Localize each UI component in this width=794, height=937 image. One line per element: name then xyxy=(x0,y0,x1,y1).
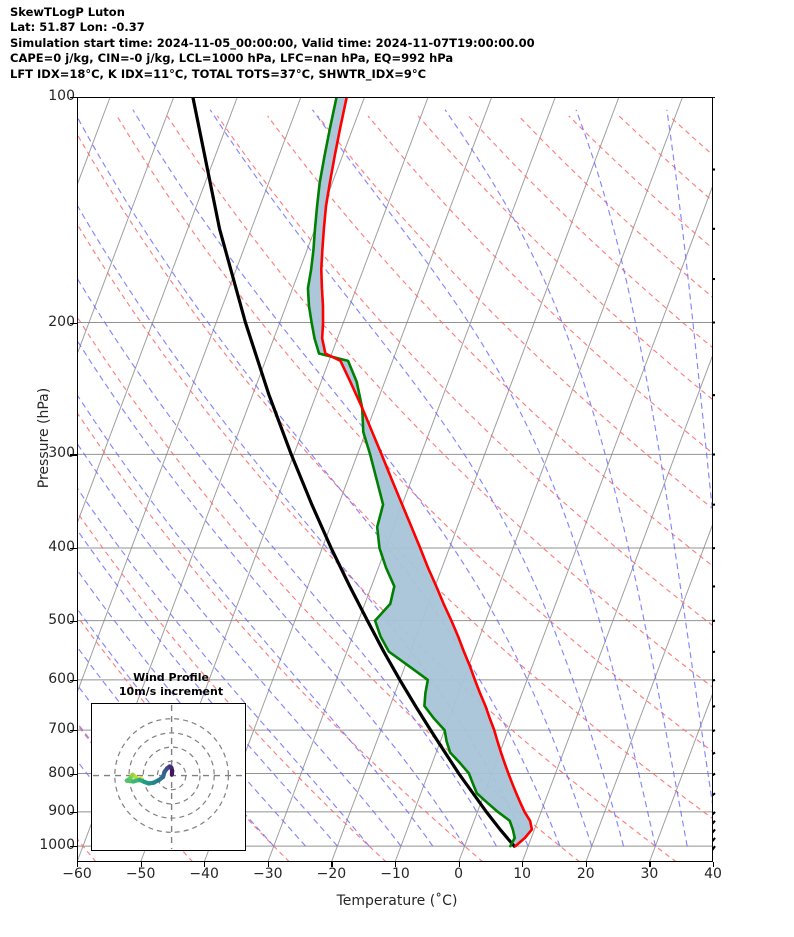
y-axis-tick: 500 xyxy=(48,611,75,628)
header-location: Lat: 51.87 Lon: -0.37 xyxy=(10,20,145,35)
y-axis-tick: 600 xyxy=(48,670,75,687)
y-axis-tick: 400 xyxy=(48,539,75,556)
x-axis-label: Temperature (˚C) xyxy=(336,893,458,909)
x-axis-tick: −20 xyxy=(316,866,347,882)
wind-barb xyxy=(713,678,716,682)
x-axis-tickmark xyxy=(204,862,206,867)
y-axis-tickmark xyxy=(70,773,77,775)
wind-barb xyxy=(713,503,716,506)
x-axis-tick: −30 xyxy=(253,866,283,882)
y-axis-tickmark xyxy=(70,322,77,324)
x-axis-tickmark xyxy=(585,862,588,867)
figure-header: SkewTLogP Luton Lat: 51.87 Lon: -0.37 Si… xyxy=(10,5,790,82)
x-axis-tick: 30 xyxy=(640,866,659,882)
wind-barb xyxy=(713,704,716,708)
wind-barb xyxy=(713,321,715,324)
x-axis-tick: −60 xyxy=(62,866,92,882)
wind-barb xyxy=(713,792,716,797)
hodograph-title-line1: Wind Profile xyxy=(133,671,209,684)
wind-barb xyxy=(713,168,716,171)
x-axis-tickmark xyxy=(522,862,524,867)
wind-barb xyxy=(713,546,716,550)
x-axis-tick: −10 xyxy=(380,866,410,882)
x-axis-tickmark xyxy=(140,862,142,867)
y-axis-tickmark xyxy=(70,730,77,732)
x-axis-tick: 0 xyxy=(454,866,464,882)
x-axis-tick: 20 xyxy=(576,866,595,882)
header-indices-1: CAPE=0 j/kg, CIN=-0 j/kg, LCL=1000 hPa, … xyxy=(10,51,454,66)
header-title: SkewTLogP Luton xyxy=(10,5,125,19)
x-axis-tickmark xyxy=(713,862,715,867)
hodograph-title: Wind Profile 10m/s increment xyxy=(91,671,251,699)
y-axis-tickmark xyxy=(70,679,77,682)
x-axis-tick: 10 xyxy=(513,866,532,882)
x-axis-tickmark xyxy=(458,862,460,867)
x-axis-tick: −50 xyxy=(125,866,156,882)
wind-barb xyxy=(713,277,716,281)
x-axis-tickmark xyxy=(649,862,651,867)
wind-barb xyxy=(713,751,716,755)
y-axis-tickmark xyxy=(70,454,77,456)
y-axis-tick: 900 xyxy=(48,802,75,819)
wind-barb xyxy=(713,845,716,851)
y-axis-tick: 700 xyxy=(48,721,75,738)
x-axis-tick: −40 xyxy=(189,866,219,882)
y-axis-tickmark xyxy=(70,811,77,814)
y-axis-tickmark xyxy=(70,97,77,99)
wind-barb xyxy=(713,729,716,733)
y-axis-tick: 800 xyxy=(48,764,75,781)
wind-barb xyxy=(713,772,716,777)
y-axis-tickmark xyxy=(70,846,77,848)
y-axis-label: Pressure (hPa) xyxy=(36,387,52,489)
wind-barb xyxy=(713,453,716,456)
hodograph-border xyxy=(91,703,246,851)
y-axis-tick: 1000 xyxy=(39,837,75,854)
y-axis-tickmark xyxy=(70,620,77,622)
x-axis-tickmark xyxy=(395,862,397,867)
header-times: Simulation start time: 2024-11-05_00:00:… xyxy=(10,35,535,50)
wind-barb-column xyxy=(713,97,716,851)
y-axis-tick: 200 xyxy=(48,313,75,330)
header-indices-2: LFT IDX=18°C, K IDX=11°C, TOTAL TOTS=37°… xyxy=(10,66,427,81)
y-axis-tick: 300 xyxy=(48,445,75,462)
y-axis-tick: 100 xyxy=(48,88,75,104)
x-axis-tick: 40 xyxy=(704,866,722,882)
x-axis-tickmark xyxy=(267,862,270,867)
wind-barb xyxy=(713,585,716,588)
x-axis-tickmark xyxy=(77,862,79,867)
wind-barb xyxy=(713,650,716,654)
wind-barb xyxy=(713,394,716,397)
hodograph-title-line2: 10m/s increment xyxy=(118,685,224,698)
hodograph-canvas xyxy=(93,705,244,849)
hodograph-inset xyxy=(91,703,246,851)
wind-barb xyxy=(713,619,716,623)
x-axis-tickmark xyxy=(331,862,333,867)
wind-barb xyxy=(713,227,716,230)
y-axis-tickmark xyxy=(70,548,77,550)
